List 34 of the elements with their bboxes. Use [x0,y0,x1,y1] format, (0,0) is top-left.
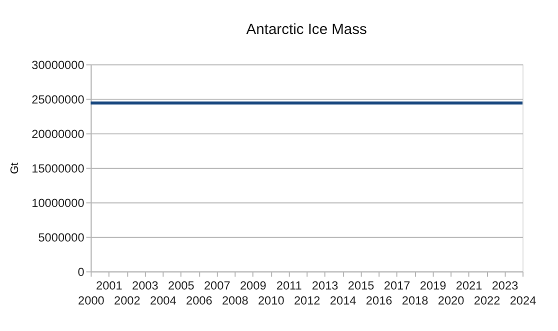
x-tick-label: 2020 [438,293,465,308]
x-tick-label: 2002 [114,293,140,308]
x-tick-label: 2023 [492,278,519,293]
x-tick-label: 2024 [510,293,537,308]
x-tick-label: 2015 [348,278,375,293]
chart-title: Antarctic Ice Mass [246,22,367,38]
x-tick-label: 2021 [456,278,482,293]
x-tick-label: 2009 [240,278,267,293]
x-tick-label: 2010 [258,293,285,308]
y-tick-label: 25000000 [32,92,85,106]
x-tick-label: 2003 [132,278,159,293]
x-tick-label: 2008 [222,293,249,308]
x-tick-label: 2000 [78,293,105,308]
x-tick-label: 2014 [330,293,357,308]
y-tick-label: 20000000 [32,126,85,141]
y-axis-title: Gt [8,162,21,174]
x-tick-label: 2005 [168,278,195,293]
x-tick-label: 2016 [366,293,393,308]
x-tick-label: 2013 [312,278,339,293]
y-tick-label: 5000000 [38,230,85,244]
x-tick-label: 2017 [384,278,410,293]
y-tick-label: 10000000 [32,196,85,210]
x-tick-label: 2012 [294,293,320,308]
x-tick-label: 2007 [204,278,230,293]
y-tick-label: 0 [78,264,85,279]
x-tick-label: 2001 [96,278,122,293]
x-tick-label: 2006 [186,293,213,308]
y-tick-label: 30000000 [32,58,85,72]
x-tick-label: 2018 [402,293,429,308]
x-tick-label: 2019 [420,278,447,293]
y-tick-label: 15000000 [32,161,85,176]
x-tick-label: 2004 [150,293,177,308]
x-tick-label: 2022 [474,293,500,308]
x-tick-label: 2011 [276,278,302,293]
